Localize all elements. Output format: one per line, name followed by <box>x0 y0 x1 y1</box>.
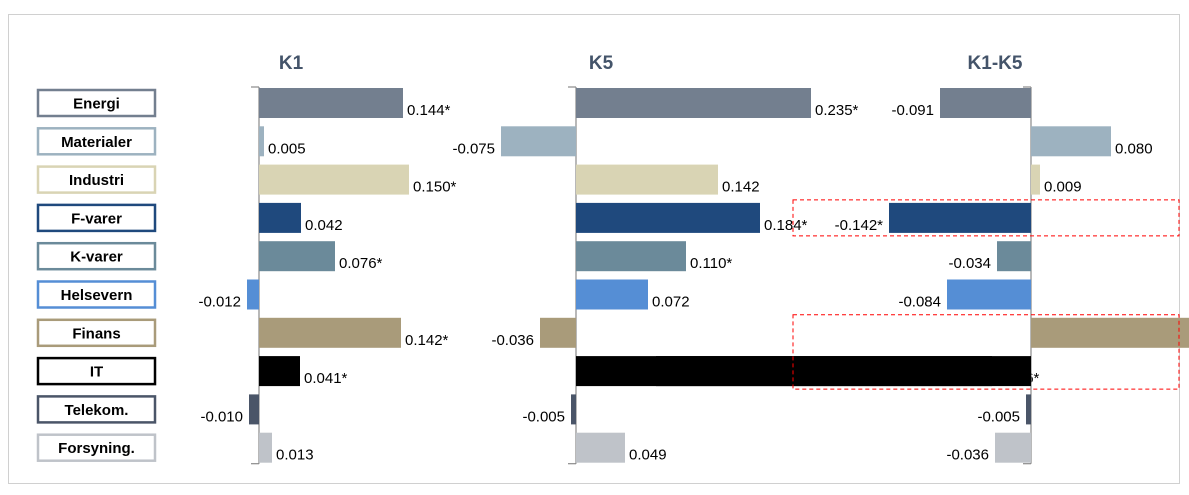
category-box-finans <box>36 318 157 348</box>
value-label-k1-k5-4: -0.142* <box>835 217 884 234</box>
category-label-energi: Energi <box>73 96 120 113</box>
bar-k1-k5-1 <box>940 88 1031 118</box>
value-label-k1-k5-8: -0.375* <box>602 370 651 387</box>
value-label-k1-9: -0.010 <box>200 408 243 425</box>
value-label-k1-3: 0.150* <box>413 179 457 196</box>
value-label-k1-8: 0.041* <box>304 370 348 387</box>
highlight-box-2 <box>792 314 1180 390</box>
bar-k1-k5-3 <box>1031 164 1040 195</box>
bar-k1-3 <box>259 164 409 195</box>
category-label-f-varer: F-varer <box>71 210 122 227</box>
panel-title-k1: K1 <box>279 53 304 74</box>
value-label-k1-5: 0.076* <box>339 255 383 272</box>
value-label-k1-k5-1: -0.091 <box>891 102 934 119</box>
bar-k1-k5-2 <box>1031 126 1111 157</box>
value-label-k5-7: -0.036 <box>491 332 534 349</box>
value-label-k5-6: 0.072 <box>652 294 690 311</box>
category-box-helsevern <box>36 280 157 309</box>
value-label-k1-4: 0.042 <box>305 217 343 234</box>
category-box-energi <box>36 88 157 118</box>
value-label-k1-10: 0.013 <box>276 447 314 464</box>
value-label-k1-6: -0.012 <box>198 294 241 311</box>
value-label-k1-7: 0.142* <box>405 332 449 349</box>
bar-k5-10 <box>576 432 625 463</box>
bar-k5-1 <box>576 88 811 118</box>
value-label-k5-9: -0.005 <box>522 408 565 425</box>
value-label-k1-k5-2: 0.080 <box>1115 140 1153 157</box>
value-label-k1-2: 0.005 <box>268 140 306 157</box>
bar-k5-6 <box>576 279 648 310</box>
bar-k1-10 <box>259 432 272 463</box>
value-label-k5-3: 0.142 <box>722 179 760 196</box>
bar-k5-7 <box>540 317 576 348</box>
bar-k1-k5-4 <box>889 202 1031 233</box>
bar-k1-k5-8 <box>656 356 1031 387</box>
value-label-k1-k5-5: -0.034 <box>948 255 991 272</box>
bar-k1-k5-10 <box>995 432 1031 463</box>
category-label-helsevern: Helsevern <box>61 287 133 304</box>
value-label-k1-k5-3: 0.009 <box>1044 179 1082 196</box>
bar-k1-5 <box>259 241 335 272</box>
value-label-k1-1: 0.144* <box>407 102 451 119</box>
bar-k1-1 <box>259 88 403 118</box>
panel-title-k1-k5: K1-K5 <box>968 53 1023 74</box>
category-label-forsyning: Forsyning. <box>58 440 135 457</box>
value-label-k5-4: 0.184* <box>764 217 808 234</box>
bar-k1-k5-7 <box>1031 317 1189 348</box>
category-box-forsyning <box>36 433 157 462</box>
bar-k5-2 <box>501 126 576 157</box>
category-label-k-varer: K-varer <box>70 249 123 266</box>
value-label-k5-10: 0.049 <box>629 447 667 464</box>
bar-k1-6 <box>247 279 259 310</box>
category-box-materialer <box>36 127 157 156</box>
bar-k1-4 <box>259 202 301 233</box>
category-label-finans: Finans <box>72 325 120 342</box>
highlight-box-1 <box>792 199 1180 237</box>
category-label-it: IT <box>90 364 103 381</box>
category-label-materialer: Materialer <box>61 134 132 151</box>
bar-k5-5 <box>576 241 686 272</box>
value-label-k5-5: 0.110* <box>690 255 732 272</box>
bar-k1-7 <box>259 317 401 348</box>
bar-k5-4 <box>576 202 760 233</box>
bar-k1-2 <box>259 126 264 157</box>
bar-k1-k5-6 <box>947 279 1031 310</box>
value-label-k5-1: 0.235* <box>815 102 859 119</box>
value-label-k1-k5-6: -0.084 <box>898 294 941 311</box>
bar-k1-9 <box>249 394 259 425</box>
category-box-telekom <box>36 395 157 424</box>
panel-title-k5: K5 <box>589 53 614 74</box>
bar-k1-8 <box>259 356 300 387</box>
category-box-f-varer <box>36 203 157 233</box>
category-label-telekom: Telekom. <box>65 402 129 419</box>
category-box-k-varer <box>36 241 157 271</box>
bar-k1-k5-9 <box>1026 394 1031 425</box>
category-box-it <box>36 356 157 386</box>
category-box-industri <box>36 165 157 194</box>
category-label-industri: Industri <box>69 172 124 189</box>
value-label-k1-k5-10: -0.036 <box>946 447 989 464</box>
value-label-k5-2: -0.075 <box>452 140 495 157</box>
bar-k5-9 <box>571 394 576 425</box>
bar-k5-3 <box>576 164 718 195</box>
bar-k1-k5-5 <box>997 241 1031 272</box>
value-label-k1-k5-9: -0.005 <box>977 408 1020 425</box>
